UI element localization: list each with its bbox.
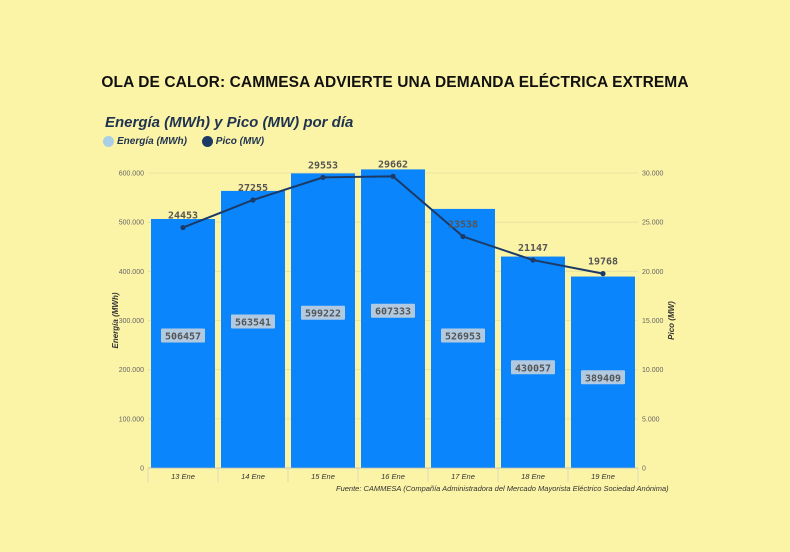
- peak-point: [530, 257, 536, 263]
- y-tick-label: 0: [140, 466, 144, 473]
- bar-value-label: 389409: [585, 373, 621, 384]
- y-right-tick-label: 25.000: [642, 220, 664, 227]
- y-right-axis-title: Pico (MW): [667, 301, 676, 340]
- bar-value-label: 607333: [375, 307, 411, 318]
- bar-value-box: [161, 328, 205, 343]
- bar-value-label: 599222: [305, 309, 341, 320]
- y-tick-label: 300.000: [119, 318, 144, 325]
- peak-value-label: 27255: [238, 183, 268, 194]
- y-right-tick-label: 30.000: [642, 171, 664, 178]
- legend-energy-label: Energía (MWh): [117, 136, 187, 147]
- peak-point: [460, 233, 466, 240]
- x-tick-label: 14 Ene: [241, 472, 265, 481]
- y-right-tick-label: 15.000: [642, 318, 664, 325]
- y-tick-label: 100.000: [119, 416, 144, 423]
- peak-point: [390, 173, 396, 179]
- y-right-tick-label: 0: [642, 466, 646, 473]
- bar-value-box: [441, 328, 485, 343]
- bar-value-label: 506457: [165, 331, 201, 342]
- x-tick-label: 16 Ene: [381, 472, 405, 481]
- y-axis-title: Energía (MWh): [111, 292, 120, 348]
- legend-item-energy: Energía (MWh): [103, 136, 187, 147]
- peak-point: [180, 224, 186, 231]
- y-right-tick-label: 20.000: [642, 269, 664, 276]
- bar-value-label: 526953: [445, 331, 481, 342]
- legend-peak-label: Pico (MW): [215, 136, 265, 147]
- bar-value-box: [231, 314, 275, 329]
- bar: [361, 169, 425, 469]
- bar-value-box: [301, 305, 345, 320]
- x-tick-label: 18 Ene: [521, 472, 545, 481]
- y-tick-label: 600.000: [119, 171, 144, 178]
- x-tick-label: 17 Ene: [451, 472, 475, 481]
- peak-value-label: 29553: [308, 160, 338, 171]
- peak-value-label: 23538: [448, 220, 478, 231]
- legend-peak-dot: [201, 136, 213, 147]
- bar-value-label: 430057: [515, 363, 551, 374]
- legend: Energía (MWh) Pico (MW): [103, 136, 276, 150]
- y-tick-label: 200.000: [119, 367, 144, 374]
- bar: [291, 173, 355, 469]
- bar: [221, 190, 285, 469]
- bar-value-box: [371, 303, 415, 318]
- peak-value-label: 29662: [378, 159, 408, 170]
- peak-point: [320, 174, 326, 180]
- bar-value-box: [581, 370, 625, 385]
- legend-energy-dot: [103, 136, 114, 147]
- source-note: Fuente: CAMMESA (Compañía Administradora…: [336, 484, 669, 493]
- peak-value-label: 19768: [588, 257, 618, 268]
- peak-value-label: 21147: [518, 243, 548, 254]
- x-tick-label: 15 Ene: [311, 472, 335, 481]
- y-right-tick-label: 10.000: [642, 367, 664, 374]
- y-tick-label: 400.000: [119, 269, 144, 276]
- y-tick-label: 500.000: [119, 220, 144, 227]
- peak-point: [250, 197, 256, 203]
- chart-title: Energía (MWh) y Pico (MW) por día: [105, 114, 354, 131]
- bar-value-label: 563541: [235, 317, 271, 328]
- bar-value-box: [511, 360, 555, 375]
- x-tick-label: 19 Ene: [591, 472, 615, 481]
- x-tick-label: 13 Ene: [171, 472, 195, 481]
- legend-item-peak: Pico (MW): [201, 136, 265, 147]
- headline: OLA DE CALOR: CAMMESA ADVIERTE UNA DEMAN…: [101, 74, 689, 91]
- peak-point: [600, 271, 606, 277]
- bar: [151, 218, 215, 468]
- y-right-tick-label: 5.000: [642, 416, 660, 423]
- peak-value-label: 24453: [168, 211, 198, 222]
